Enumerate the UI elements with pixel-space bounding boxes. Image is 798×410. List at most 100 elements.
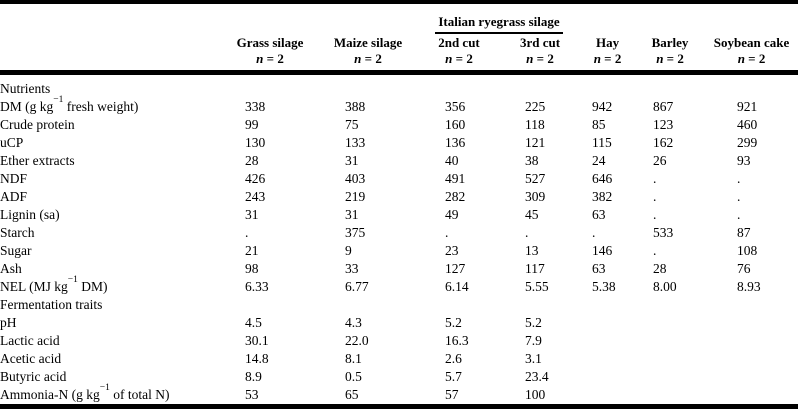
column-label: Hay	[595, 35, 620, 50]
value-cell: 63	[592, 261, 606, 276]
table-row: Acetic acid 14.8 8.1 2.6 3.1	[0, 350, 798, 368]
value-cell: 133	[345, 135, 366, 150]
value-cell: 24	[592, 153, 606, 168]
value-cell: 5.55	[525, 279, 549, 294]
value-cell: .	[245, 225, 249, 240]
empty-cell	[500, 296, 580, 314]
value-cell: 338	[245, 99, 266, 114]
value-cell: 87	[737, 225, 751, 240]
value-cell: 31	[245, 207, 259, 222]
spacer-cell	[580, 2, 635, 34]
superscript: −1	[67, 274, 78, 285]
column-n-count: n = 2	[737, 51, 766, 66]
table-row: Lignin (sa) 31 31 49 45 63..	[0, 206, 798, 224]
table-row: NEL (MJ kg−1 DM) 6.33 6.77 6.14 5.55 5.38 8.00…	[0, 274, 798, 296]
table-body: Nutrients DM (g kg−1 fresh weight) 338 388 3…	[0, 73, 798, 407]
value-cell: 23	[445, 243, 459, 258]
value-cell: 14.8	[245, 351, 269, 366]
value-cell: 243	[245, 189, 266, 204]
value-cell: .	[653, 171, 657, 186]
table-row: pH 4.5 4.3 5.2 5.2	[0, 314, 798, 332]
value-cell: 130	[245, 135, 266, 150]
value-cell: 5.2	[445, 315, 462, 330]
column-header: 2nd cut n = 2	[418, 34, 500, 75]
table-row: ADF 243 219 282 309 382..	[0, 188, 798, 206]
label-text: Starch	[0, 225, 35, 240]
row-label: DM (g kg−1 fresh weight)	[0, 95, 222, 116]
label-text: NDF	[0, 171, 28, 186]
value-cell: 8.1	[345, 351, 362, 366]
table-row: NDF 426 403 491 527 646..	[0, 170, 798, 188]
value-cell: 646	[592, 171, 613, 186]
table-row: Ammonia-N (g kg−1 of total N) 53 65 57 100	[0, 383, 798, 407]
value-cell: 30.1	[245, 333, 269, 348]
row-label: Ether extracts	[0, 152, 222, 170]
value-cell: 49	[445, 207, 459, 222]
value-cell: 375	[345, 225, 366, 240]
column-header: Grass silage n = 2	[222, 34, 318, 75]
value-cell: 31	[345, 207, 359, 222]
empty-cell	[635, 296, 705, 314]
spacer-cell	[222, 2, 318, 34]
value-cell: 85	[592, 117, 606, 132]
section-row: Fermentation traits	[0, 296, 798, 314]
value-cell: .	[653, 243, 657, 258]
spacer-cell	[0, 2, 222, 34]
value-cell: 299	[737, 135, 758, 150]
value-cell: 5.7	[445, 369, 462, 384]
row-label: pH	[0, 314, 222, 332]
value-cell: 93	[737, 153, 751, 168]
empty-cell	[635, 73, 705, 99]
column-group-row: Italian ryegrass silage	[0, 2, 798, 34]
value-cell	[705, 332, 798, 350]
row-label: Ammonia-N (g kg−1 of total N)	[0, 383, 222, 407]
spacer-cell	[318, 2, 418, 34]
value-cell	[580, 386, 635, 407]
value-cell: 533	[653, 225, 674, 240]
value-cell: 21	[245, 243, 259, 258]
value-cell	[580, 350, 635, 368]
row-label: uCP	[0, 134, 222, 152]
value-cell: 0.5	[345, 369, 362, 384]
column-label: Maize silage	[333, 35, 403, 50]
value-cell: 160	[445, 117, 466, 132]
value-cell: .	[653, 189, 657, 204]
value-cell: 5.38	[592, 279, 616, 294]
value-cell: 491	[445, 171, 466, 186]
value-cell: 53	[245, 387, 259, 402]
column-n-count: n = 2	[593, 51, 622, 66]
value-cell: 309	[525, 189, 546, 204]
empty-cell	[500, 73, 580, 99]
value-cell	[705, 314, 798, 332]
value-cell: 4.3	[345, 315, 362, 330]
value-cell: 8.9	[245, 369, 262, 384]
value-cell: 63	[592, 207, 606, 222]
value-cell: 6.14	[445, 279, 469, 294]
value-cell: 26	[653, 153, 667, 168]
row-label: Butyric acid	[0, 368, 222, 386]
value-cell: 942	[592, 99, 613, 114]
value-cell: 108	[737, 243, 758, 258]
column-header: Maize silage n = 2	[318, 34, 418, 75]
column-n-count: n = 2	[445, 51, 473, 66]
label-text: DM (g kg	[0, 99, 54, 114]
value-cell: .	[445, 225, 449, 240]
label-text: DM)	[77, 279, 108, 294]
value-cell: 123	[653, 117, 674, 132]
table-row: Ether extracts 28 31 40 38 24 26 93	[0, 152, 798, 170]
value-cell: .	[737, 207, 741, 222]
value-cell: 9	[345, 243, 352, 258]
empty-cell	[318, 73, 418, 99]
value-cell: 13	[525, 243, 539, 258]
value-cell	[635, 332, 705, 350]
column-header-row: Grass silage n = 2 Maize silage n = 2 2nd cu…	[0, 34, 798, 75]
value-cell: 146	[592, 243, 613, 258]
value-cell: 388	[345, 99, 366, 114]
value-cell	[635, 386, 705, 407]
column-label: 3rd cut	[519, 35, 561, 50]
value-cell: 921	[737, 99, 758, 114]
table-row: Butyric acid 8.9 0.5 5.7 23.4	[0, 368, 798, 386]
value-cell: 527	[525, 171, 546, 186]
value-cell: .	[592, 225, 596, 240]
